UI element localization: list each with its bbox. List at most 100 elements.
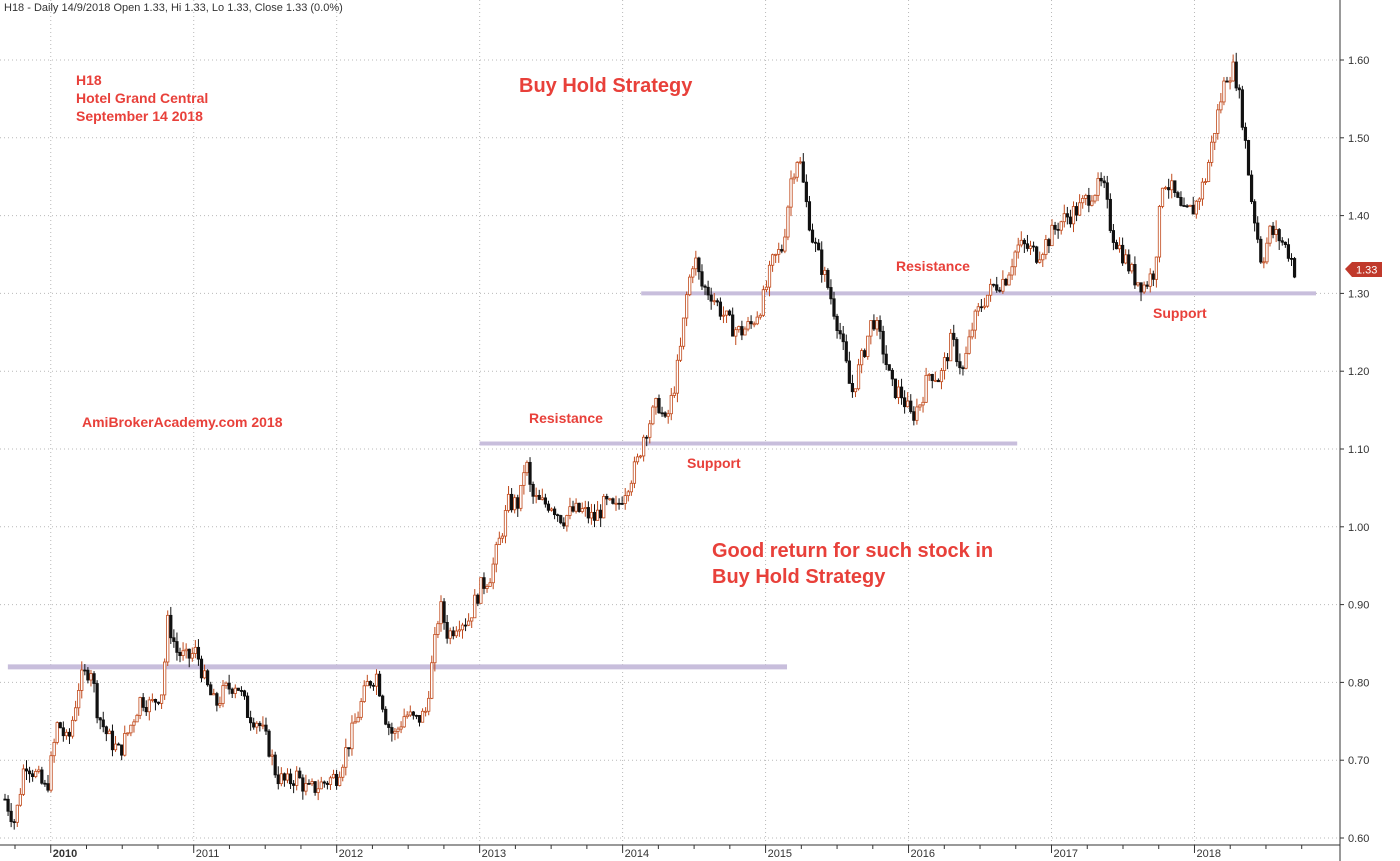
candle-body [463, 624, 468, 627]
candle-body [592, 511, 597, 521]
candle-body [1249, 174, 1254, 203]
candle-body [485, 585, 489, 589]
candle-body [903, 397, 907, 408]
candle-body [700, 271, 704, 287]
candle-body [513, 497, 517, 511]
candle-body [252, 722, 256, 728]
candle-body [34, 770, 38, 778]
candle-body [27, 770, 32, 775]
candle-body [390, 727, 394, 734]
candle-body [909, 400, 913, 413]
candle-body [1065, 213, 1069, 218]
candle-body [887, 364, 891, 371]
candle-body [629, 482, 633, 493]
candle-body [55, 722, 59, 743]
candle-body [915, 406, 919, 421]
candle-body [1019, 239, 1023, 246]
candle-body [488, 582, 492, 587]
candle-body [202, 670, 207, 679]
candle-body [476, 594, 480, 604]
candle-body [927, 373, 931, 376]
candle-body [52, 741, 56, 757]
candle-body [703, 285, 707, 288]
candle-body [1004, 278, 1008, 286]
candle-body [442, 601, 446, 623]
candle-body [448, 630, 452, 639]
candle-body [120, 744, 124, 756]
candle-body [1197, 198, 1201, 202]
candle-body [973, 310, 977, 331]
candle-body [1280, 240, 1284, 243]
candle-body [1176, 192, 1180, 198]
candle-body [249, 717, 253, 724]
candle-body [470, 617, 474, 622]
candle-body [83, 669, 87, 672]
candle-body [568, 506, 572, 516]
candle-body [1256, 222, 1260, 240]
candle-body [1081, 197, 1085, 204]
candle-body [37, 769, 41, 772]
candle-body [1194, 200, 1198, 215]
candle-body [439, 601, 443, 625]
candle-body [144, 706, 148, 713]
candle-body [1188, 204, 1192, 207]
candle-body [1173, 180, 1177, 194]
candle-body [1237, 87, 1241, 91]
candle-body [899, 386, 904, 399]
candle-body [196, 646, 201, 660]
candle-body [645, 436, 649, 439]
candle-body [420, 710, 425, 723]
candle-body [239, 690, 244, 692]
candle-body [377, 673, 382, 697]
candle-body [1136, 282, 1140, 286]
candle-body [1148, 273, 1152, 287]
candle-body [86, 669, 90, 681]
candle-body [992, 283, 996, 286]
y-tick-label: 1.10 [1348, 444, 1369, 456]
candle-body [599, 509, 603, 519]
candle-body [872, 320, 876, 330]
candle-body [1234, 61, 1238, 89]
y-tick-label: 0.70 [1348, 755, 1369, 767]
candle-body [347, 747, 351, 750]
candle-body [1274, 229, 1278, 235]
candle-body [132, 721, 136, 726]
candle-body [1074, 206, 1079, 216]
candle-body [519, 484, 523, 509]
candle-body [543, 497, 547, 505]
candle-body [602, 496, 606, 519]
candle-body [998, 289, 1002, 292]
candle-body [556, 514, 560, 517]
candle-body [374, 673, 379, 687]
candle-body [964, 352, 968, 369]
candle-body [46, 783, 50, 791]
candle-body [1283, 241, 1287, 246]
candle-body [1041, 254, 1045, 261]
candle-body [153, 699, 158, 703]
candle-body [706, 286, 710, 296]
resistance-label-2013: Resistance [529, 410, 603, 426]
candle-body [313, 781, 317, 793]
candle-body [236, 687, 240, 691]
candle-body [1117, 244, 1122, 250]
candle-body [1222, 80, 1226, 103]
candle-body [328, 777, 333, 785]
candle-body [893, 378, 898, 398]
candle-body [1286, 244, 1291, 259]
candle-body [752, 323, 756, 326]
candle-body [417, 715, 422, 723]
candle-body [780, 249, 784, 252]
candle-body [1013, 251, 1017, 268]
candle-body [61, 727, 65, 737]
candle-body [1292, 258, 1297, 278]
candle-body [362, 685, 366, 702]
candle-body [212, 693, 216, 696]
candle-body [147, 699, 151, 713]
candle-body [255, 722, 259, 728]
candle-body [1179, 197, 1183, 206]
candle-body [810, 229, 815, 243]
candle-body [494, 544, 498, 565]
candle-body [869, 320, 873, 337]
candle-body [267, 730, 271, 757]
candle-body [528, 461, 532, 485]
